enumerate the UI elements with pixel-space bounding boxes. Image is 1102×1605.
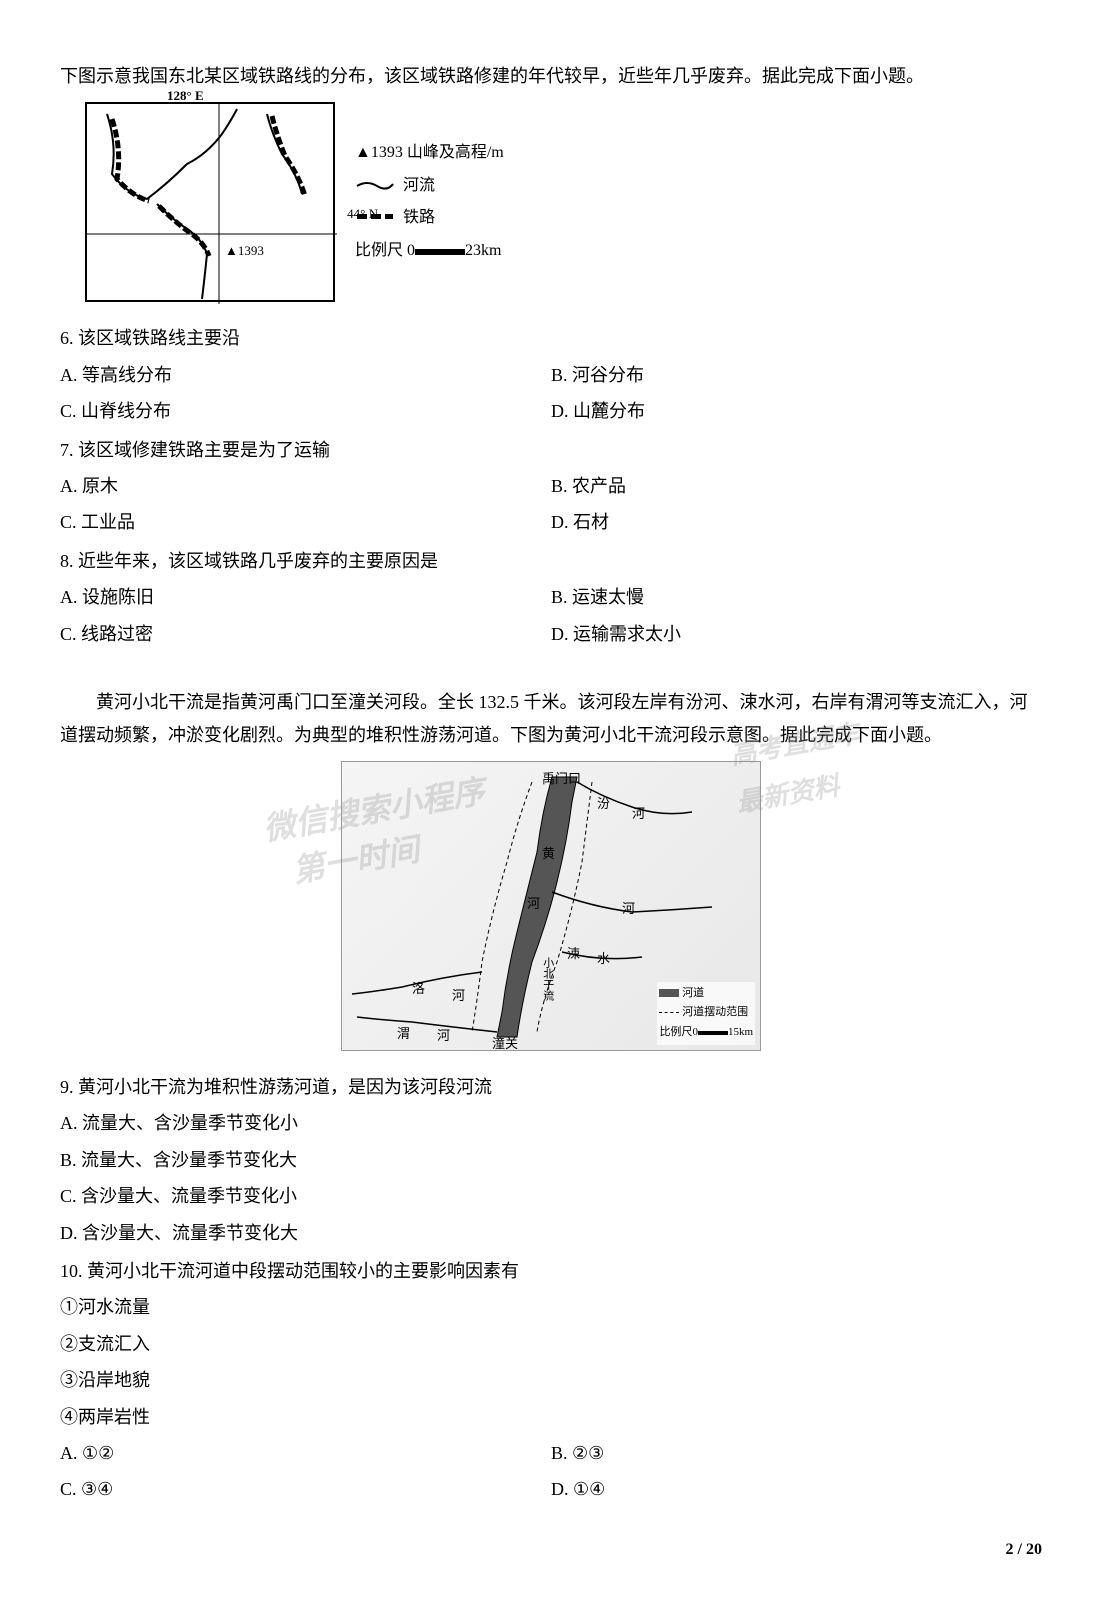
- page-number: 2 / 20: [60, 1536, 1042, 1565]
- legend-channel: 河道: [682, 987, 704, 999]
- q10-option-a: A. ①②: [60, 1437, 551, 1469]
- q10-sub-3: ③沿岸地貌: [60, 1364, 1042, 1396]
- map-figure-1: 128° E 44° N ▲1393 ▲1393 山峰及高程/m 河流 铁路 比…: [85, 102, 1042, 302]
- legend-river: 河流: [403, 172, 435, 201]
- label-wei: 渭: [397, 1022, 410, 1045]
- q6-option-d: D. 山麓分布: [551, 395, 1042, 427]
- river-legend: 河道 河道摆动范围 比例尺015km: [657, 982, 755, 1045]
- label-yumenkou: 禹门口: [542, 767, 581, 790]
- q10-stem: 10. 黄河小北干流河道中段摆动范围较小的主要影响因素有: [60, 1255, 1042, 1287]
- legend-scale-end: 23km: [465, 237, 501, 266]
- legend-scale-label: 比例尺: [355, 237, 403, 266]
- label-river1: 河: [632, 802, 645, 825]
- latitude-label: 44° N: [347, 202, 378, 225]
- q6-option-a: A. 等高线分布: [60, 359, 551, 391]
- intro-paragraph-1: 下图示意我国东北某区域铁路线的分布，该区域铁路修建的年代较早，近些年几乎废弃。据…: [60, 60, 1042, 92]
- legend-swing: 河道摆动范围: [682, 1006, 748, 1018]
- q8-option-c: C. 线路过密: [60, 618, 551, 650]
- label-he: 河: [527, 892, 540, 915]
- q10-option-d: D. ①④: [551, 1473, 1042, 1505]
- label-shui: 水: [597, 947, 610, 970]
- q10-option-b: B. ②③: [551, 1437, 1042, 1469]
- legend-scale-0: 0: [407, 237, 415, 266]
- legend-river-scale-label: 比例尺: [659, 1026, 692, 1038]
- label-river4: 河: [437, 1024, 450, 1047]
- q10-option-c: C. ③④: [60, 1473, 551, 1505]
- peak-label: ▲1393: [225, 239, 264, 262]
- q10-sub-4: ④两岸岩性: [60, 1401, 1042, 1433]
- intro-paragraph-2: 黄河小北干流是指黄河禹门口至潼关河段。全长 132.5 千米。该河段左岸有汾河、…: [60, 686, 1042, 751]
- q7-stem: 7. 该区域修建铁路主要是为了运输: [60, 434, 1042, 466]
- scale-bar-icon: [415, 249, 465, 255]
- legend-railway: 铁路: [403, 204, 435, 233]
- legend-river-scale-end: 15km: [728, 1026, 753, 1038]
- q9-stem: 9. 黄河小北干流为堆积性游荡河道，是因为该河段河流: [60, 1071, 1042, 1103]
- q7-option-a: A. 原木: [60, 470, 551, 502]
- q8-stem: 8. 近些年来，该区域铁路几乎废弃的主要原因是: [60, 545, 1042, 577]
- label-tongguan: 潼关: [492, 1032, 518, 1055]
- q6-stem: 6. 该区域铁路线主要沿: [60, 322, 1042, 354]
- legend-peak: ▲1393 山峰及高程/m: [355, 139, 504, 168]
- river-figure: 微信搜索小程序 第一时间 高考直通车 最新资料 禹门口 汾 河 黄 河 河 涑 …: [60, 761, 1042, 1051]
- map-box: 128° E 44° N ▲1393: [85, 102, 335, 302]
- river-icon: [355, 172, 395, 201]
- q6-option-c: C. 山脊线分布: [60, 395, 551, 427]
- q10-sub-1: ①河水流量: [60, 1291, 1042, 1323]
- q8-option-d: D. 运输需求太小: [551, 618, 1042, 650]
- q7-option-d: D. 石材: [551, 506, 1042, 538]
- label-huang: 黄: [542, 842, 555, 865]
- label-fen: 汾: [597, 792, 610, 815]
- river-box: 微信搜索小程序 第一时间 高考直通车 最新资料 禹门口 汾 河 黄 河 河 涑 …: [341, 761, 761, 1051]
- label-river3: 河: [452, 984, 465, 1007]
- label-xiaobei: 小北干流: [537, 957, 557, 1001]
- q8-option-b: B. 运速太慢: [551, 581, 1042, 613]
- q9-option-d: D. 含沙量大、流量季节变化大: [60, 1217, 1042, 1249]
- label-luo: 洛: [412, 977, 425, 1000]
- q10-sub-2: ②支流汇入: [60, 1328, 1042, 1360]
- q7-option-c: C. 工业品: [60, 506, 551, 538]
- q9-option-c: C. 含沙量大、流量季节变化小: [60, 1180, 1042, 1212]
- q8-option-a: A. 设施陈旧: [60, 581, 551, 613]
- q9-option-a: A. 流量大、含沙量季节变化小: [60, 1107, 1042, 1139]
- label-river2: 河: [622, 897, 635, 920]
- q7-option-b: B. 农产品: [551, 470, 1042, 502]
- q6-option-b: B. 河谷分布: [551, 359, 1042, 391]
- label-su: 涑: [567, 942, 580, 965]
- q9-option-b: B. 流量大、含沙量季节变化大: [60, 1144, 1042, 1176]
- map-svg: [87, 104, 337, 304]
